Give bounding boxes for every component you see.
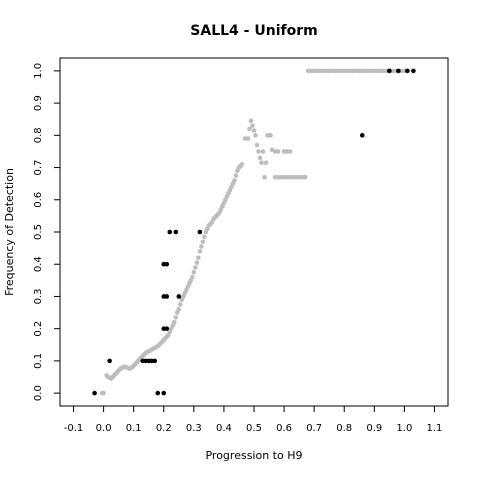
data-point bbox=[101, 390, 106, 396]
y-axis-label: Frequency of Detection bbox=[3, 168, 16, 296]
y-axis: 0.0 0.1 0.2 0.3 0.4 0.5 0.6 0.7 0.8 0.9 1.0 bbox=[33, 63, 60, 401]
y-tick-label: 0.6 bbox=[33, 192, 44, 208]
data-point bbox=[164, 326, 170, 331]
data-point bbox=[275, 149, 281, 154]
data-point bbox=[92, 390, 97, 396]
x-tick-label: 0.9 bbox=[366, 423, 382, 434]
data-point bbox=[190, 274, 195, 280]
y-tick-label: 0.5 bbox=[33, 224, 44, 240]
data-point bbox=[194, 260, 200, 265]
data-point bbox=[254, 142, 260, 148]
y-tick-label: 0.1 bbox=[33, 353, 44, 369]
data-point bbox=[176, 307, 182, 312]
x-tick-label: 0.2 bbox=[156, 423, 172, 434]
data-point bbox=[259, 160, 264, 166]
data-point bbox=[248, 118, 254, 124]
data-point bbox=[197, 249, 203, 254]
data-point bbox=[196, 255, 201, 261]
data-point bbox=[260, 149, 266, 154]
x-tick-label: 0.6 bbox=[276, 423, 292, 434]
y-tick-label: 0.3 bbox=[33, 288, 44, 304]
data-point bbox=[171, 319, 177, 325]
y-tick-label: 0.9 bbox=[33, 95, 44, 111]
data-point bbox=[107, 358, 112, 364]
data-point bbox=[251, 128, 257, 133]
data-point bbox=[287, 149, 293, 154]
x-tick-label: 0.3 bbox=[186, 423, 202, 434]
data-point bbox=[199, 244, 204, 249]
data-point bbox=[245, 136, 251, 141]
data-point bbox=[200, 239, 206, 244]
data-point bbox=[164, 261, 170, 267]
data-point bbox=[302, 174, 308, 180]
data-point bbox=[396, 68, 401, 74]
x-axis: -0.1 0.0 0.1 0.2 0.3 0.4 0.5 0.6 0.7 0.8 0.9 1.0 1.1 bbox=[64, 406, 443, 434]
x-tick-label: 0.4 bbox=[216, 423, 232, 434]
data-point bbox=[155, 390, 161, 396]
y-tick-label: 0.7 bbox=[33, 160, 44, 176]
data-point bbox=[197, 229, 203, 235]
data-point bbox=[193, 265, 198, 270]
data-point bbox=[262, 174, 267, 180]
x-tick-label: 0.8 bbox=[336, 423, 352, 434]
data-point bbox=[178, 302, 183, 307]
data-point bbox=[233, 173, 239, 178]
data-point bbox=[247, 126, 252, 132]
data-point bbox=[161, 390, 167, 396]
x-tick-label: -0.1 bbox=[64, 423, 84, 434]
x-tick-label: 1.0 bbox=[396, 423, 412, 434]
data-point bbox=[268, 133, 273, 138]
data-point bbox=[239, 162, 245, 167]
data-point bbox=[167, 229, 173, 235]
data-point bbox=[152, 358, 158, 364]
data-point bbox=[387, 68, 392, 74]
points-layer bbox=[92, 68, 416, 396]
y-tick-label: 0.2 bbox=[33, 321, 44, 337]
data-point bbox=[411, 68, 416, 74]
plot-area bbox=[59, 57, 449, 407]
data-point bbox=[359, 133, 365, 138]
x-axis-label: Progression to H9 bbox=[205, 449, 302, 462]
data-point bbox=[257, 155, 263, 161]
y-tick-label: 1.0 bbox=[33, 63, 44, 79]
y-tick-label: 0.8 bbox=[33, 127, 44, 143]
data-point bbox=[164, 294, 170, 299]
data-point bbox=[173, 315, 179, 320]
data-point bbox=[173, 229, 179, 235]
data-point bbox=[263, 160, 269, 166]
y-tick-label: 0.0 bbox=[33, 385, 44, 401]
x-tick-label: 1.1 bbox=[427, 423, 443, 434]
data-point bbox=[253, 133, 258, 138]
chart-title: SALL4 - Uniform bbox=[190, 23, 317, 39]
x-tick-label: 0.1 bbox=[126, 423, 142, 434]
x-tick-label: 0.0 bbox=[96, 423, 112, 434]
data-point bbox=[232, 178, 237, 183]
data-point bbox=[256, 149, 261, 154]
data-point bbox=[405, 68, 410, 74]
data-point bbox=[191, 269, 197, 275]
data-point bbox=[176, 294, 182, 299]
x-tick-label: 0.7 bbox=[306, 423, 322, 434]
data-point bbox=[202, 234, 207, 240]
x-tick-label: 0.5 bbox=[246, 423, 262, 434]
data-point bbox=[250, 123, 255, 128]
y-tick-label: 0.4 bbox=[33, 256, 44, 272]
